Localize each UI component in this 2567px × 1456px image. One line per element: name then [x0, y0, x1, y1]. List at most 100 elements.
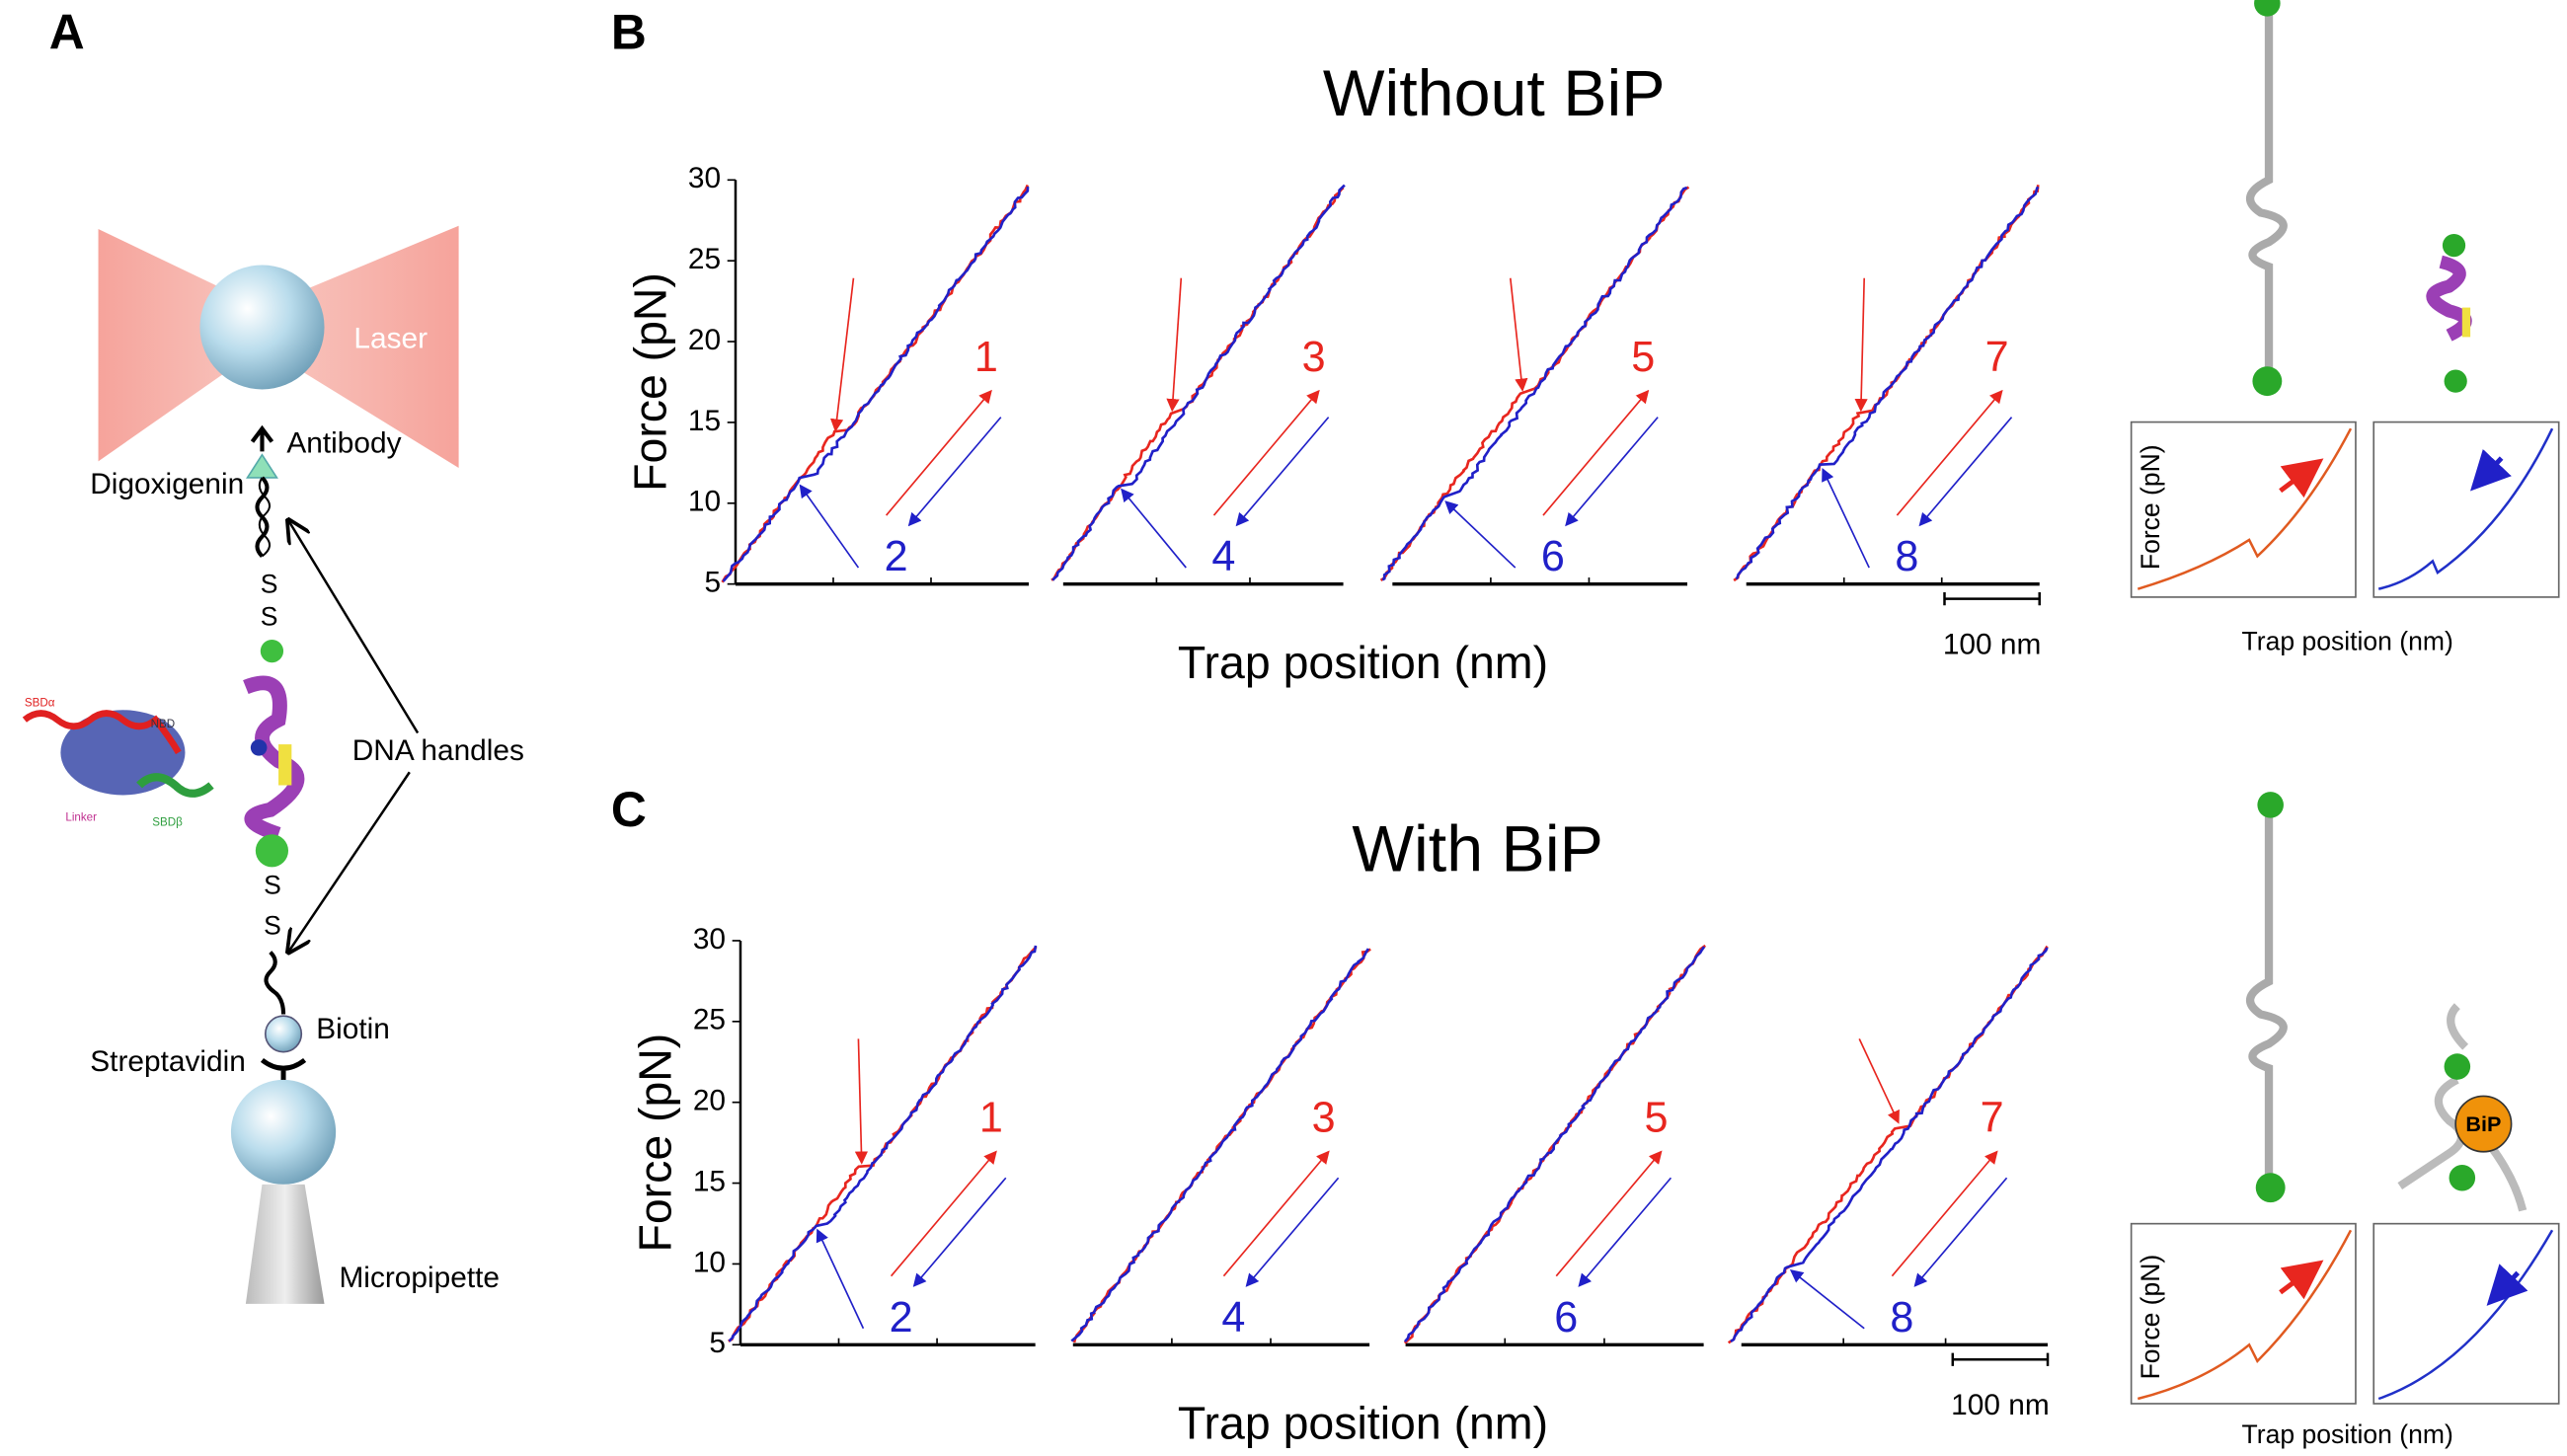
pointer-arrow [854, 1038, 869, 1165]
y-tick-label: 5 [709, 1327, 726, 1359]
bead-marker [255, 834, 289, 868]
direction-arrow [1235, 417, 1330, 527]
bip-structure [22, 710, 182, 755]
force-trace [1381, 186, 1688, 581]
force-trace [1051, 184, 1346, 581]
force-trace [722, 187, 1030, 582]
schematic: SBDα NBD Linker SBDβ [22, 225, 459, 1304]
label: S [264, 911, 281, 941]
cycle-number: 8 [1895, 533, 1918, 580]
force-trace [1403, 946, 1706, 1343]
y-tick-label: 30 [688, 162, 721, 194]
label: S [264, 870, 281, 899]
direction-arrow [1913, 1177, 2008, 1287]
pointer-arrow [1121, 488, 1187, 569]
force-trace [728, 946, 1038, 1342]
structure-label: SBDα [25, 697, 55, 710]
pointer-arrow [1509, 277, 1528, 392]
cycle-number: 4 [1221, 1294, 1245, 1341]
x-axis-label: Trap position (nm) [1178, 637, 1548, 688]
cycle-number: 2 [885, 533, 908, 580]
panel-label: A [49, 5, 85, 60]
direction-arrow [1245, 1177, 1340, 1287]
cycle-number: 7 [1985, 334, 2009, 381]
dna-handle [264, 951, 286, 1015]
force-trace [1379, 186, 1690, 581]
direction-arrow [1212, 389, 1320, 516]
label: DNA handles [352, 734, 524, 767]
pointer-arrow [816, 1228, 865, 1330]
cycle-number: 5 [1631, 334, 1655, 381]
label: S [261, 601, 278, 631]
bip-label: BiP [2465, 1111, 2501, 1136]
cycle-number: 6 [1554, 1294, 1578, 1341]
panel-label: B [611, 5, 647, 60]
direction-arrow [890, 1150, 997, 1277]
protein [250, 739, 268, 756]
scale-bar-label: 100 nm [1951, 1389, 2050, 1421]
y-tick-label: 10 [693, 1246, 726, 1278]
antibody-icon [250, 424, 274, 452]
cycle-number: 4 [1211, 533, 1235, 580]
cycle-number: 2 [890, 1294, 913, 1341]
panel-label: C [611, 782, 647, 837]
inset-plots [2130, 421, 2560, 1405]
direction-arrow [1891, 1150, 1998, 1277]
protein [278, 744, 292, 786]
panel-title: With BiP [1352, 813, 1602, 886]
structure-label: SBDβ [152, 816, 183, 829]
pointer-arrow [830, 277, 855, 432]
direction-arrow [1222, 1150, 1330, 1277]
direction-arrow [886, 389, 992, 516]
x-axis-label: Trap position (nm) [1178, 1397, 1548, 1448]
pointer-arrow [1444, 500, 1517, 569]
pipette-bead [230, 1079, 337, 1185]
direction-arrow [1918, 417, 2013, 527]
dna-handle [258, 477, 271, 558]
trap-bead [199, 265, 325, 390]
label: Laser [353, 323, 428, 355]
force-trace [728, 945, 1038, 1342]
tether-sketch [2246, 0, 2528, 1212]
pointer-arrow [1166, 277, 1183, 413]
label: Digoxigenin [90, 468, 244, 500]
label: S [261, 569, 278, 598]
direction-arrow [1542, 389, 1650, 516]
y-tick-label: 25 [688, 243, 721, 275]
direction-arrow [1578, 1177, 1672, 1287]
label: Biotin [316, 1013, 390, 1045]
inset-x-label: Trap position (nm) [2242, 626, 2453, 655]
inset-y-label: Force (pN) [2136, 1255, 2165, 1380]
streptavidin-icon [260, 1057, 307, 1084]
direction-arrow [1896, 389, 2003, 516]
laser-beam [262, 225, 459, 468]
scale-bar [1951, 1352, 2050, 1366]
cycle-number: 5 [1644, 1095, 1668, 1142]
force-trace [1070, 948, 1370, 1342]
force-trace [1735, 186, 2040, 580]
y-tick-label: 15 [688, 405, 721, 437]
label: Micropipette [339, 1262, 500, 1294]
direction-arrow [1555, 1150, 1663, 1277]
y-axis-label: Force (pN) [624, 272, 675, 492]
y-tick-label: 25 [693, 1004, 726, 1036]
digoxigenin-icon [246, 453, 278, 479]
label: Antibody [286, 427, 401, 460]
cycle-number: 8 [1890, 1294, 1913, 1341]
pointer-arrow [1858, 1038, 1900, 1124]
inset-y-label: Force (pN) [2136, 444, 2165, 570]
label: Streptavidin [90, 1045, 246, 1078]
bip-structure [136, 773, 214, 798]
direction-arrow [907, 417, 1002, 527]
y-tick-label: 20 [693, 1085, 726, 1117]
biotin-icon [264, 1015, 303, 1053]
cycle-number: 1 [974, 334, 998, 381]
structure-label: Linker [65, 811, 97, 824]
cycle-number: 3 [1312, 1095, 1336, 1142]
pointer-arrow [799, 484, 860, 569]
y-tick-label: 5 [704, 567, 721, 599]
cycle-number: 1 [979, 1095, 1003, 1142]
cycle-number: 3 [1302, 334, 1326, 381]
